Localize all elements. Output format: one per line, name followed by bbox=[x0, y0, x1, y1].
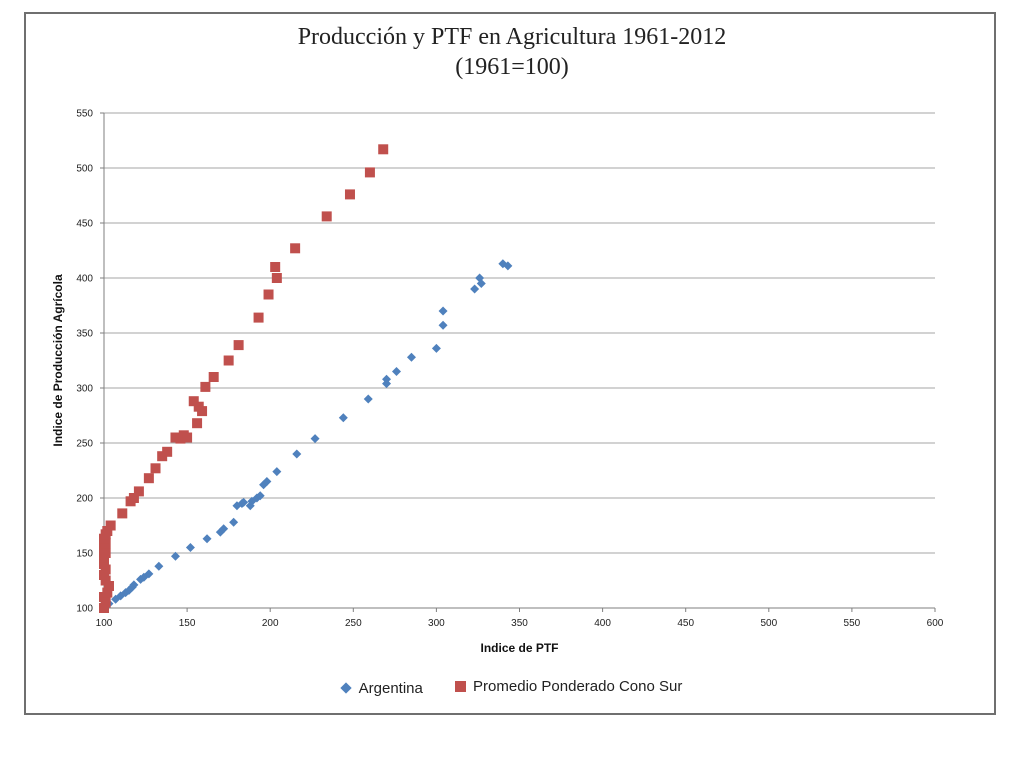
data-point-argentina bbox=[406, 352, 416, 362]
data-points bbox=[99, 144, 513, 613]
data-point-cono-sur bbox=[100, 564, 111, 575]
x-tick-label: 450 bbox=[677, 618, 694, 629]
data-point-cono-sur bbox=[102, 526, 113, 536]
y-tick-label: 250 bbox=[76, 439, 93, 450]
data-point-argentina bbox=[239, 497, 249, 507]
data-point-cono-sur bbox=[100, 575, 111, 586]
data-point-argentina bbox=[470, 284, 480, 294]
data-point-argentina bbox=[438, 320, 448, 330]
data-point-cono-sur bbox=[223, 355, 234, 366]
data-point-cono-sur bbox=[128, 493, 139, 503]
y-tick-label: 450 bbox=[76, 219, 93, 230]
data-point-cono-sur bbox=[271, 273, 282, 283]
data-point-cono-sur bbox=[143, 473, 154, 484]
data-point-argentina bbox=[363, 394, 373, 404]
data-point-argentina bbox=[503, 261, 513, 271]
data-point-cono-sur bbox=[290, 243, 301, 254]
data-point-argentina bbox=[154, 561, 164, 571]
data-point-cono-sur bbox=[344, 189, 355, 200]
data-point-argentina bbox=[219, 524, 229, 534]
data-point-argentina bbox=[144, 569, 154, 579]
data-point-argentina bbox=[438, 306, 448, 316]
data-point-cono-sur bbox=[162, 446, 173, 457]
data-point-cono-sur bbox=[99, 559, 109, 569]
data-point-cono-sur bbox=[192, 418, 203, 429]
chart-title: Producción y PTF en Agricultura 1961-201… bbox=[297, 24, 727, 50]
legend-label-cono-sur: Promedio Ponderado Cono Sur bbox=[473, 678, 683, 695]
legend-label-argentina: Argentina bbox=[358, 679, 423, 697]
data-point-argentina bbox=[392, 367, 402, 376]
data-point-cono-sur bbox=[233, 340, 244, 351]
legend-item-cono-sur: Promedio Ponderado Cono Sur bbox=[455, 678, 682, 695]
x-tick-label: 150 bbox=[179, 618, 196, 629]
x-tick-label: 350 bbox=[511, 618, 528, 629]
data-point-cono-sur bbox=[99, 570, 109, 580]
data-point-argentina bbox=[338, 413, 348, 423]
legend: Argentina Promedio Ponderado Cono Sur bbox=[0, 678, 1024, 697]
y-tick-label: 200 bbox=[76, 494, 93, 505]
x-axis-label: Indice de PTF bbox=[480, 641, 558, 655]
data-point-cono-sur bbox=[263, 289, 274, 300]
chart-frame bbox=[24, 12, 996, 715]
data-point-cono-sur bbox=[378, 144, 389, 155]
x-tick-label: 600 bbox=[927, 618, 944, 629]
data-point-cono-sur bbox=[100, 597, 111, 608]
x-tick-label: 500 bbox=[760, 618, 777, 629]
data-point-argentina bbox=[292, 449, 302, 459]
y-tick-label: 550 bbox=[76, 109, 93, 120]
data-point-argentina bbox=[262, 477, 272, 486]
y-tick-label: 100 bbox=[76, 604, 93, 615]
x-tick-label: 100 bbox=[96, 618, 113, 629]
axes bbox=[100, 112, 936, 612]
data-point-cono-sur bbox=[99, 603, 109, 613]
data-point-cono-sur bbox=[208, 372, 219, 382]
x-tick-label: 400 bbox=[594, 618, 611, 629]
data-point-cono-sur bbox=[105, 520, 116, 531]
data-point-cono-sur bbox=[200, 381, 211, 392]
x-tick-label: 250 bbox=[345, 618, 362, 629]
y-tick-label: 400 bbox=[76, 274, 93, 285]
y-axis-label: Indice de Producción Agrícola bbox=[51, 274, 65, 447]
data-point-argentina bbox=[382, 374, 392, 384]
diamond-marker-icon bbox=[339, 682, 352, 694]
y-tick-label: 150 bbox=[76, 549, 93, 560]
data-point-argentina bbox=[202, 534, 212, 544]
data-point-argentina bbox=[476, 279, 486, 288]
data-point-cono-sur bbox=[103, 581, 114, 591]
chart-subtitle: (1961=100) bbox=[455, 54, 569, 80]
data-point-cono-sur bbox=[364, 167, 375, 178]
data-point-argentina bbox=[431, 343, 441, 353]
data-point-cono-sur bbox=[117, 508, 128, 519]
y-tick-label: 300 bbox=[76, 384, 93, 395]
data-point-argentina bbox=[129, 580, 139, 590]
data-point-cono-sur bbox=[321, 211, 332, 222]
data-point-argentina bbox=[255, 491, 265, 501]
data-point-cono-sur bbox=[182, 432, 193, 443]
x-tick-label: 300 bbox=[428, 618, 445, 629]
data-point-cono-sur bbox=[197, 406, 208, 417]
x-tick-label: 550 bbox=[844, 618, 861, 629]
data-point-cono-sur bbox=[133, 486, 144, 497]
data-point-cono-sur bbox=[100, 548, 111, 558]
data-point-argentina bbox=[310, 434, 320, 444]
legend-item-argentina: Argentina bbox=[339, 679, 423, 697]
data-point-argentina bbox=[229, 517, 239, 527]
data-point-cono-sur bbox=[270, 262, 281, 272]
gridlines bbox=[104, 112, 935, 554]
data-point-cono-sur bbox=[188, 396, 199, 407]
data-point-argentina bbox=[185, 543, 195, 552]
y-tick-label: 350 bbox=[76, 329, 93, 340]
y-tick-label: 500 bbox=[76, 164, 93, 175]
data-point-cono-sur bbox=[253, 312, 264, 323]
data-point-argentina bbox=[170, 551, 180, 561]
data-point-cono-sur bbox=[102, 587, 113, 598]
x-tick-labels: 100 150 200 250 300 350 400 450 500 550 600 bbox=[96, 618, 944, 629]
y-tick-labels: 100 150 200 250 300 350 400 450 500 550 bbox=[76, 109, 93, 615]
data-point-argentina bbox=[272, 467, 282, 477]
data-point-cono-sur bbox=[150, 463, 161, 474]
square-marker-icon bbox=[455, 681, 467, 692]
x-tick-label: 200 bbox=[262, 618, 279, 629]
